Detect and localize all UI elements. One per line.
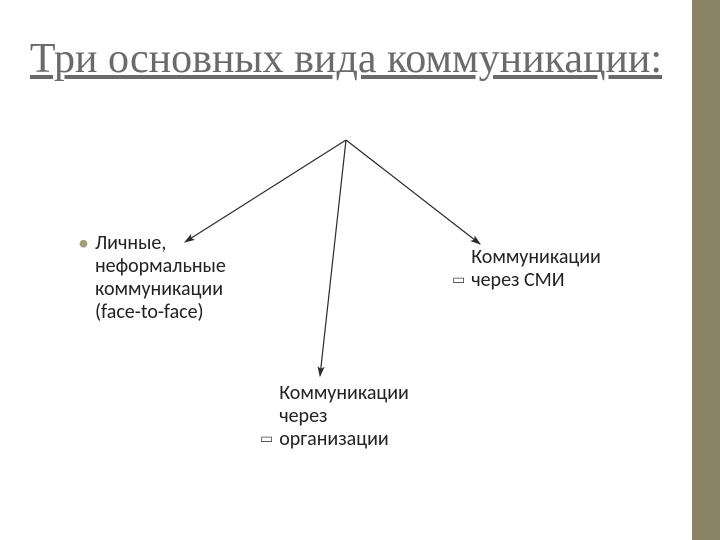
decorative-sidebar — [692, 0, 720, 540]
arrow-to-right — [346, 140, 480, 244]
list-item: ▭Коммуникации через организации — [260, 382, 430, 451]
arrow-to-left — [185, 140, 346, 242]
list-item: ▭Коммуникации через СМИ — [452, 246, 622, 292]
bullet-box-icon: ▭ — [452, 273, 471, 287]
item-text: Коммуникации через организации — [279, 382, 419, 451]
item-text: Коммуникации через СМИ — [471, 246, 611, 292]
slide-title: Три основных вида коммуникации: — [0, 36, 692, 82]
bullet-dot-icon: • — [78, 232, 95, 254]
bullet-box-icon: ▭ — [260, 432, 279, 446]
item-text: Личные, неформальные коммуникации (face-… — [95, 232, 255, 324]
list-item: •Личные, неформальные коммуникации (face… — [78, 232, 268, 324]
arrow-to-middle — [320, 140, 346, 376]
